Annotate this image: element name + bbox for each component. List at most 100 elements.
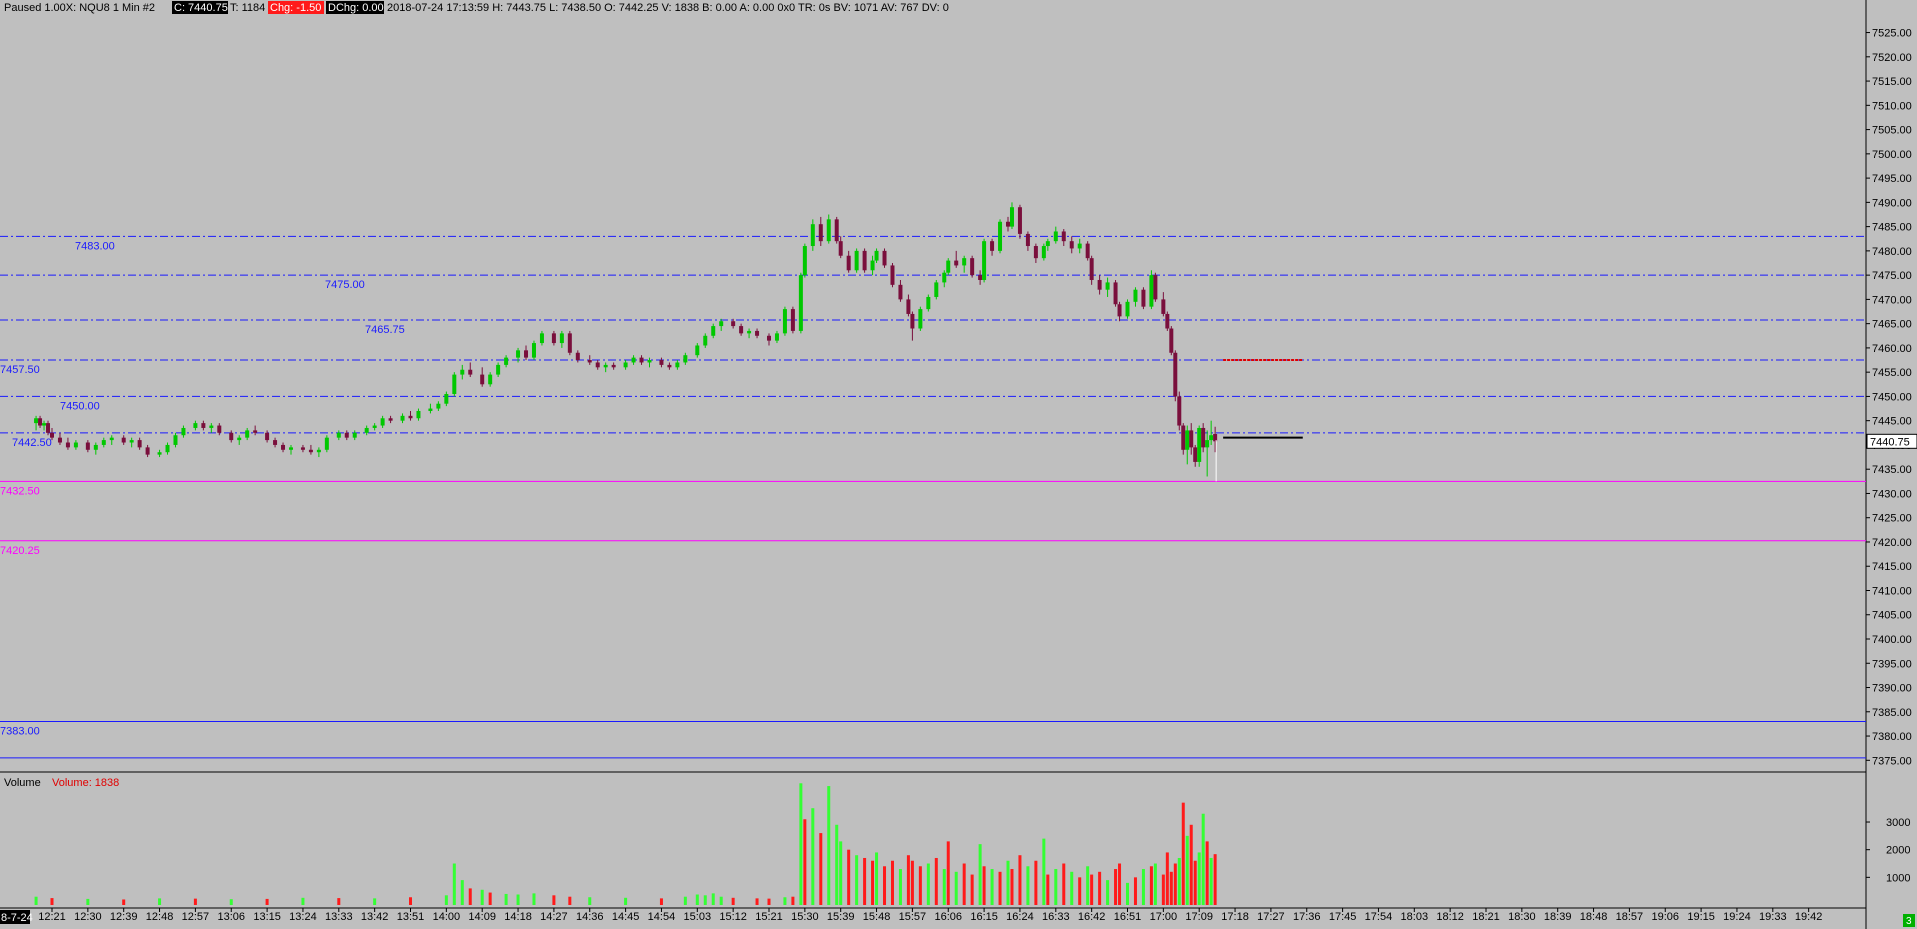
candle-body — [603, 364, 608, 368]
candle-body — [1213, 434, 1218, 442]
level-label: 7450.00 — [60, 400, 100, 412]
level-label: 7475.00 — [325, 279, 365, 291]
volume-bar — [1054, 869, 1058, 905]
candle-body — [747, 330, 752, 334]
time-tick-label: 18:21 — [1472, 911, 1500, 923]
header-change-bg — [268, 1, 324, 14]
candle-body — [882, 250, 887, 266]
candle-body — [978, 275, 983, 280]
time-tick-label: 17:09 — [1185, 911, 1213, 923]
volume-bar — [970, 874, 974, 905]
volume-bar — [1193, 860, 1197, 905]
candle-body — [1201, 427, 1206, 448]
volume-bar — [1042, 838, 1046, 905]
volume-bar — [1133, 877, 1137, 905]
time-tick-label: 16:15 — [970, 911, 998, 923]
volume-bar — [1086, 866, 1090, 905]
volume-bar — [819, 833, 823, 905]
time-tick-label: 18:12 — [1436, 911, 1464, 923]
candle-body — [659, 360, 664, 365]
candle-body — [372, 425, 377, 428]
time-tick-label: 19:24 — [1723, 911, 1751, 923]
volume-bar — [982, 866, 986, 905]
volume-bar — [532, 893, 536, 905]
candle-body — [854, 250, 859, 271]
volume-tick-label: 3000 — [1886, 817, 1910, 829]
price-tick-label: 7390.00 — [1872, 683, 1912, 695]
time-tick-label: 15:12 — [719, 911, 747, 923]
candle-body — [774, 333, 779, 341]
candle-body — [173, 435, 178, 445]
volume-bar — [1173, 863, 1177, 905]
corner-badge[interactable]: 3 — [1906, 916, 1912, 927]
volume-bar — [918, 866, 922, 905]
time-tick-label: 18:30 — [1508, 911, 1536, 923]
price-tick-label: 7395.00 — [1872, 658, 1912, 670]
candle-body — [157, 452, 162, 455]
time-tick-label: 16:24 — [1006, 911, 1034, 923]
candle-body — [846, 255, 851, 271]
volume-bar — [1153, 863, 1157, 905]
candle-body — [551, 333, 556, 344]
time-tick-label: 12:39 — [110, 911, 138, 923]
candle-body — [1009, 207, 1014, 227]
time-tick-label: 16:06 — [934, 911, 962, 923]
candle-body — [1161, 299, 1166, 314]
volume-bar — [847, 849, 851, 905]
volume-bar — [803, 819, 807, 905]
volume-bar — [468, 888, 472, 905]
level-label: 7442.50 — [12, 437, 52, 449]
corner-badge-bg[interactable] — [1903, 914, 1915, 927]
candle-body — [364, 427, 369, 433]
price-tick-label: 7520.00 — [1872, 52, 1912, 64]
volume-bar — [1177, 857, 1181, 905]
candle-body — [1173, 352, 1178, 397]
volume-bar — [158, 898, 162, 905]
candle-body — [890, 265, 895, 285]
price-tick-label: 7485.00 — [1872, 222, 1912, 234]
candle-body — [281, 444, 286, 450]
volume-bar — [1213, 854, 1217, 905]
candle-body — [575, 352, 580, 361]
volume-bar — [962, 863, 966, 905]
volume-bar — [460, 880, 464, 905]
volume-bar — [480, 889, 484, 905]
time-tick-label: 15:30 — [791, 911, 819, 923]
candle-body — [121, 437, 126, 443]
candle-body — [1177, 396, 1182, 426]
candle-body — [818, 224, 823, 242]
price-tick-label: 7480.00 — [1872, 246, 1912, 258]
volume-bar — [50, 898, 54, 905]
candle-body — [954, 260, 959, 266]
candle-body — [631, 357, 636, 363]
candle-body — [217, 425, 222, 433]
volume-bar — [863, 857, 867, 905]
header-details: 2018-07-24 17:13:59 H: 7443.75 L: 7438.5… — [387, 2, 949, 14]
time-tick-label: 15:48 — [863, 911, 891, 923]
volume-bar — [1114, 869, 1118, 905]
price-tick-label: 7375.00 — [1872, 755, 1912, 767]
candle-body — [145, 447, 150, 455]
candle-body — [516, 350, 521, 358]
volume-bar — [1126, 882, 1129, 905]
volume-bar — [811, 808, 815, 905]
volume-bar — [1070, 871, 1074, 905]
candle-body — [990, 241, 995, 251]
volume-bar — [978, 844, 982, 905]
time-tick-label: 15:03 — [684, 911, 712, 923]
volume-bar — [552, 895, 556, 905]
candle-body — [1097, 279, 1102, 290]
price-tick-label: 7515.00 — [1872, 76, 1912, 88]
volume-bar — [229, 899, 233, 905]
volume-bar — [946, 841, 950, 905]
candle-body — [1169, 328, 1174, 353]
price-tick-label: 7510.00 — [1872, 100, 1912, 112]
candle-body — [444, 394, 449, 404]
time-tick-label: 13:33 — [325, 911, 353, 923]
candle-body — [1045, 241, 1050, 247]
time-tick-label: 13:24 — [289, 911, 317, 923]
candle-body — [308, 449, 313, 453]
